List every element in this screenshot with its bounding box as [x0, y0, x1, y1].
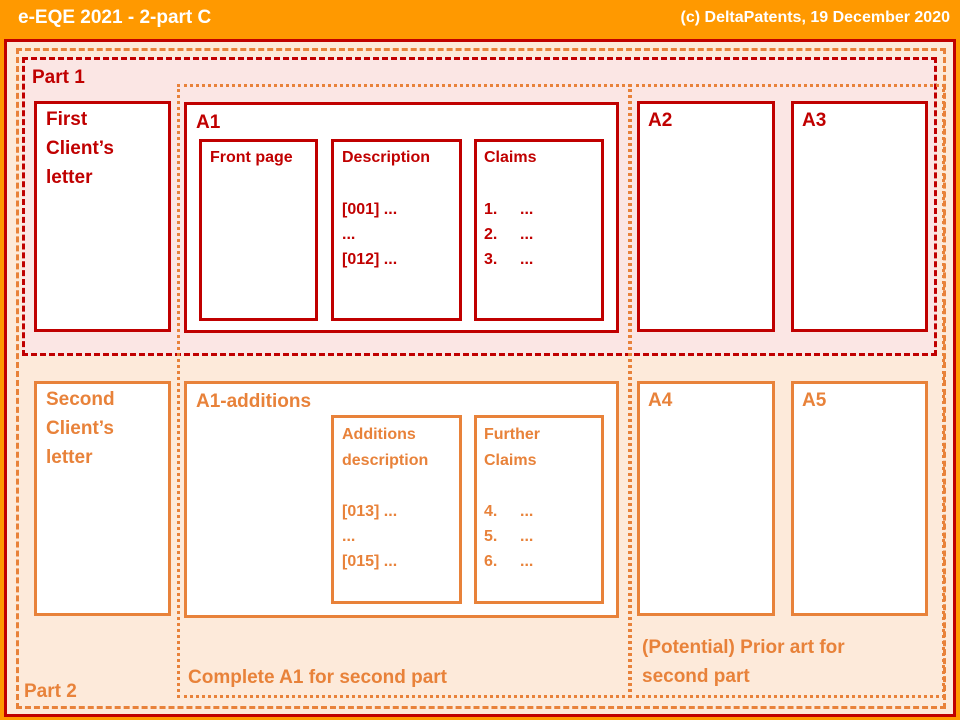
- a3-label: A3: [802, 110, 827, 131]
- claims-title: Claims: [484, 452, 537, 469]
- client-letter-line: Client’s: [46, 418, 114, 439]
- part2-label: Part 2: [24, 681, 77, 702]
- a1-additions-label: A1-additions: [196, 391, 312, 412]
- further-claims-box: [474, 415, 604, 604]
- description-title: Additions: [342, 426, 416, 443]
- description-line: [015] ...: [342, 553, 398, 570]
- description-title: Description: [342, 149, 431, 166]
- a5-label: A5: [802, 390, 827, 411]
- second-client-letter-box: [34, 381, 171, 616]
- claim-text: ...: [520, 251, 534, 268]
- front-page-label: Front page: [210, 149, 293, 166]
- claim-text: ...: [520, 201, 534, 218]
- a4-label: A4: [648, 390, 673, 411]
- header-copyright: (c) DeltaPatents, 19 December 2020: [680, 9, 950, 26]
- client-letter-line: Second: [46, 389, 115, 410]
- claims-box: [474, 139, 604, 321]
- a5-box: [791, 381, 928, 616]
- description-box: [331, 139, 462, 321]
- prior-art-label: (Potential) Prior art for: [642, 637, 845, 658]
- client-letter-line: letter: [46, 167, 93, 188]
- claim-text: ...: [520, 553, 534, 570]
- claim-text: ...: [520, 528, 534, 545]
- claim-number: 5.: [484, 528, 498, 545]
- complete-a1-label: Complete A1 for second part: [188, 667, 448, 688]
- description-title: description: [342, 452, 429, 469]
- description-line: ...: [342, 528, 356, 545]
- claims-title: Further: [484, 426, 540, 443]
- header-title: e-EQE 2021 - 2-part C: [18, 7, 212, 28]
- claim-text: ...: [520, 226, 534, 243]
- description-line: [001] ...: [342, 201, 398, 218]
- a2-label: A2: [648, 110, 673, 131]
- claim-text: ...: [520, 503, 534, 520]
- client-letter-line: First: [46, 109, 88, 130]
- first-client-letter-box: [34, 101, 171, 332]
- client-letter-line: letter: [46, 447, 93, 468]
- a2-box: [637, 101, 775, 332]
- description-line: [012] ...: [342, 251, 398, 268]
- a3-box: [791, 101, 928, 332]
- client-letter-line: Client’s: [46, 138, 114, 159]
- a1-label: A1: [196, 112, 221, 133]
- prior-art-label: second part: [642, 666, 750, 687]
- claim-number: 3.: [484, 251, 498, 268]
- description-line: ...: [342, 226, 356, 243]
- claim-number: 6.: [484, 553, 498, 570]
- claim-number: 2.: [484, 226, 498, 243]
- claim-number: 4.: [484, 503, 498, 520]
- front-page-box: [199, 139, 318, 321]
- description-line: [013] ...: [342, 503, 398, 520]
- part1-label: Part 1: [32, 67, 85, 88]
- additions-description-box: [331, 415, 462, 604]
- claims-title: Claims: [484, 149, 537, 166]
- a4-box: [637, 381, 775, 616]
- prior-art-region: [629, 84, 945, 698]
- claim-number: 1.: [484, 201, 498, 218]
